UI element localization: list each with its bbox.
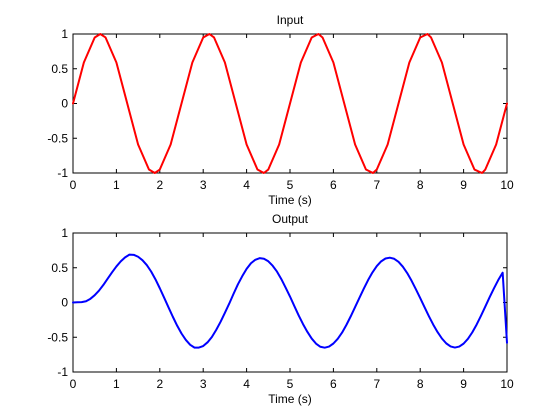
x-tick-label: 10 xyxy=(500,178,514,192)
x-tick-label: 5 xyxy=(287,178,294,192)
y-tick-label: -1 xyxy=(57,166,68,180)
x-axis-label: Time (s) xyxy=(268,392,312,406)
subplot-2: 0 1 2 3 4 5 6 7 8 9 10 -1 -0.5 0 0.5 1 Output Time (s) xyxy=(47,212,514,406)
x-tick-label: 7 xyxy=(373,377,380,391)
y-tick-label: 0 xyxy=(61,296,68,310)
x-tick-label: 6 xyxy=(330,178,337,192)
x-tick-label: 6 xyxy=(330,377,337,391)
y-tick-label: -1 xyxy=(57,365,68,379)
x-tick-label: 2 xyxy=(156,178,163,192)
x-tick-label: 3 xyxy=(200,178,207,192)
x-tick-label: 9 xyxy=(460,178,467,192)
y-tick-label: 1 xyxy=(61,226,68,240)
axes-box xyxy=(72,232,508,373)
series-line xyxy=(72,253,508,349)
subplot-1: 0 1 2 3 4 5 6 7 8 9 10 -1 -0.5 0 0.5 1 Input Time (s) xyxy=(47,13,514,207)
x-tick-label: 1 xyxy=(113,377,120,391)
chart-title: Output xyxy=(272,212,309,226)
x-tick-label: 9 xyxy=(460,377,467,391)
x-tick-label: 0 xyxy=(70,377,77,391)
x-tick-label: 0 xyxy=(70,178,77,192)
y-tick-label: 1 xyxy=(61,27,68,41)
x-tick-label: 3 xyxy=(200,377,207,391)
x-axis-label: Time (s) xyxy=(268,193,312,207)
y-tick-label: 0 xyxy=(61,97,68,111)
x-tick-label: 10 xyxy=(500,377,514,391)
x-tick-label: 5 xyxy=(287,377,294,391)
x-tick-label: 8 xyxy=(417,178,424,192)
y-tick-label: 0.5 xyxy=(51,261,68,275)
y-tick-label: 0.5 xyxy=(51,62,68,76)
y-tick-label: -0.5 xyxy=(47,330,68,344)
x-tick-label: 7 xyxy=(373,178,380,192)
x-tick-label: 4 xyxy=(243,178,250,192)
chart-title: Input xyxy=(277,13,304,27)
y-tick-label: -0.5 xyxy=(47,131,68,145)
x-tick-label: 8 xyxy=(417,377,424,391)
x-tick-label: 1 xyxy=(113,178,120,192)
x-tick-label: 2 xyxy=(156,377,163,391)
x-tick-label: 4 xyxy=(243,377,250,391)
series-line xyxy=(72,33,508,174)
